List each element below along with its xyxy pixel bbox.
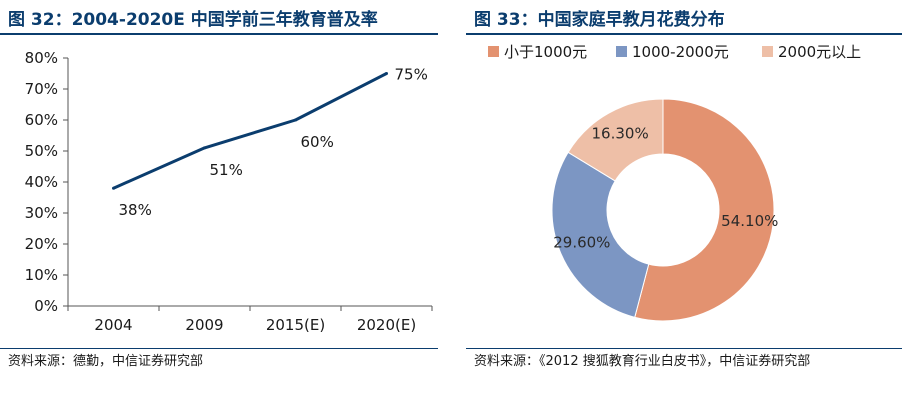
right-figure-panel: 图 33：中国家庭早教月花费分布 小于1000元 1000-2000元 2000元以…	[466, 0, 902, 404]
left-title-rule	[0, 33, 438, 35]
legend-label: 小于1000元	[504, 43, 587, 61]
data-point	[112, 186, 115, 190]
y-tick-label: 70%	[25, 80, 58, 98]
legend-swatch	[616, 46, 627, 57]
data-label: 60%	[301, 133, 334, 151]
y-tick-label: 0%	[34, 297, 58, 315]
series-line	[112, 72, 388, 190]
y-tick-label: 50%	[25, 142, 58, 160]
data-label: 75%	[395, 66, 428, 84]
x-tick-label: 2015(E)	[266, 316, 325, 334]
donut-slice	[551, 151, 650, 318]
y-tick-label: 40%	[25, 173, 58, 191]
left-figure-title: 图 32：2004-2020E 中国学前三年教育普及率	[8, 10, 378, 30]
donut-slice	[634, 98, 775, 322]
right-figure-title: 图 33：中国家庭早教月花费分布	[474, 10, 725, 30]
donut-slice	[567, 98, 664, 182]
left-footer-rule	[0, 348, 438, 349]
left-figure-panel: 图 32：2004-2020E 中国学前三年教育普及率 0% 10% 20% 30% 4…	[0, 0, 438, 404]
data-point	[294, 118, 297, 122]
donut-chart: 小于1000元 1000-2000元 2000元以上 54.10% 29.60% 16.3…	[488, 43, 861, 322]
y-tick-label: 80%	[25, 49, 58, 67]
right-title-rule	[466, 33, 902, 35]
legend-swatch	[488, 46, 499, 57]
left-source-note: 资料来源：德勤，中信证券研究部	[8, 354, 204, 369]
data-label: 38%	[119, 201, 152, 219]
slice-label: 29.60%	[553, 234, 610, 252]
slice-label: 54.10%	[721, 212, 778, 230]
x-tick-label: 2004	[94, 316, 132, 334]
data-label: 51%	[210, 161, 243, 179]
data-point	[203, 146, 206, 150]
right-footer-rule	[466, 348, 902, 349]
y-tick-label: 60%	[25, 111, 58, 129]
legend-swatch	[762, 46, 773, 57]
slice-label: 16.30%	[592, 125, 649, 143]
y-tick-label: 30%	[25, 204, 58, 222]
right-source-note: 资料来源：《2012 搜狐教育行业白皮书》，中信证券研究部	[474, 354, 811, 369]
legend-label: 2000元以上	[778, 43, 861, 61]
legend-label: 1000-2000元	[632, 43, 729, 61]
y-tick-label: 20%	[25, 235, 58, 253]
x-tick-label: 2009	[185, 316, 223, 334]
x-tick-label: 2020(E)	[357, 316, 416, 334]
line-chart: 0% 10% 20% 30% 40% 50% 60% 70% 80% 2004 2009 2015(E…	[25, 49, 433, 334]
data-point	[385, 72, 388, 75]
y-tick-label: 10%	[25, 266, 58, 284]
